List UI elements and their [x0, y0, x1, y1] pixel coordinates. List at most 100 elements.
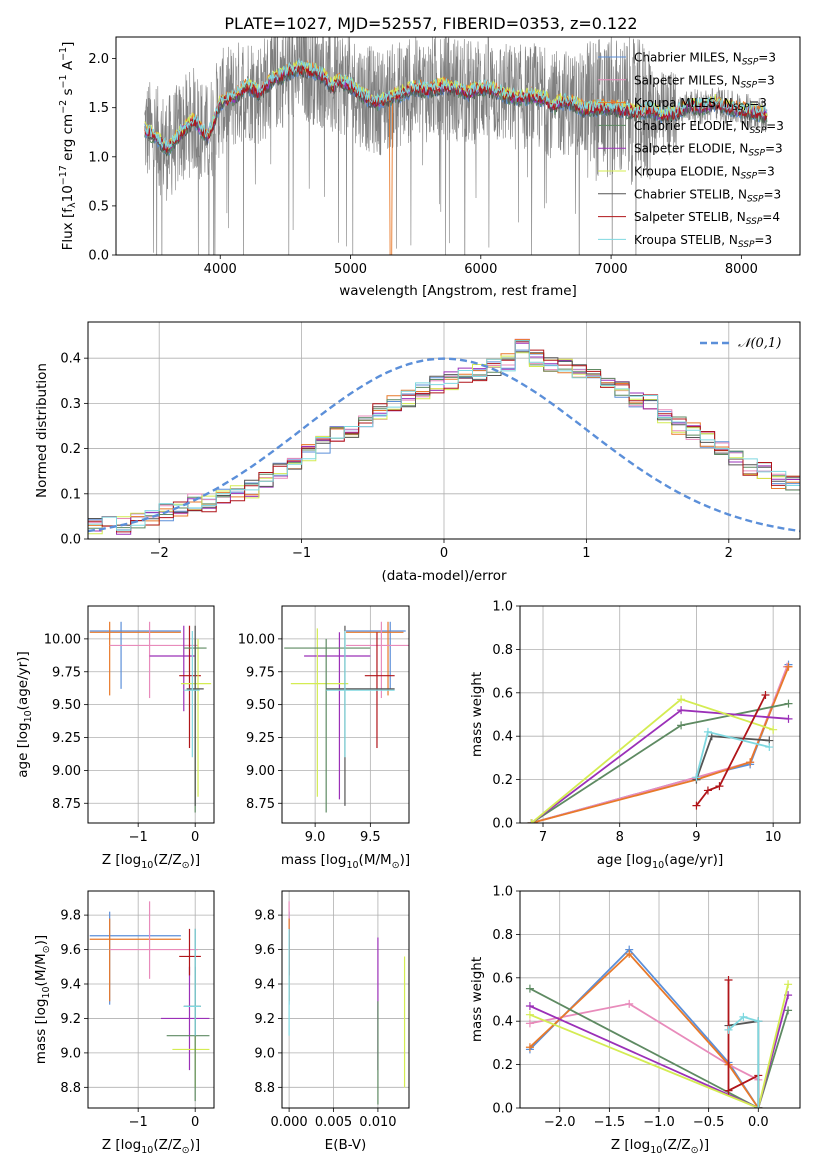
mass-weight-marker — [784, 1006, 793, 1015]
residuals-ytick-label: 0.3 — [60, 397, 81, 412]
mass_weight_vs_Z-ytick-label: 0.2 — [492, 1058, 513, 1073]
mass_vs_ebv-xtick-label: 0.005 — [315, 1115, 352, 1130]
mass_vs_Z-xlabel-part: )] — [190, 1137, 201, 1153]
legend-entry: Kroupa STELIB, NSSP=3 — [634, 233, 772, 250]
age_vs_mass-ytick-label: 9.25 — [246, 731, 275, 746]
residuals-xtick-label: −1 — [292, 546, 311, 561]
mass_weight_vs_Z-ytick-label: 0.4 — [492, 1015, 513, 1030]
mass_vs_Z-xlabel-part: (Z/Z — [153, 1137, 181, 1153]
age_vs_mass-ytick-label: 9.50 — [246, 698, 275, 713]
mass_vs_Z-ylabel-part: )] — [33, 935, 49, 946]
mass_weight_vs_age-ytick-label: 0.8 — [492, 643, 513, 658]
age_vs_mass-xlabel-part: ⊙ — [392, 860, 400, 871]
age_vs_mass-ytick-label: 9.00 — [246, 764, 275, 779]
spectrum-ylabel-part: erg cm — [60, 114, 76, 165]
mass_weight_vs_age-xlabel-part: age [log — [597, 852, 652, 868]
mass-weight-marker — [724, 975, 733, 984]
mass-weight-marker — [692, 801, 701, 810]
mass-weight-marker — [692, 773, 701, 782]
mass_vs_Z-frame — [87, 890, 215, 1109]
mass_weight_vs_Z-xlabel-part: (Z/Z — [662, 1137, 690, 1153]
legend-entry-sub: SSP — [748, 149, 765, 159]
mass-weight-line — [531, 664, 790, 823]
age_vs_Z-xlabel: Z [log10(Z/Z⊙)] — [102, 852, 200, 871]
mass_weight_vs_age-xtick-label: 10 — [765, 830, 782, 845]
mass-weight-marker — [625, 999, 634, 1008]
mass-weight-marker — [784, 980, 793, 989]
mass_vs_ebv-ytick-label: 9.8 — [254, 909, 275, 924]
mass-weight-marker — [525, 1002, 534, 1011]
residuals-ytick-label: 0.2 — [60, 442, 81, 457]
mass-weight-marker — [724, 1086, 733, 1095]
spectrum-ytick-label: 2.0 — [88, 52, 109, 67]
residuals-xtick-label: 2 — [725, 546, 733, 561]
spectrum-ylabel-part: s — [60, 88, 76, 99]
mass-weight-marker — [525, 984, 534, 993]
mass_weight_vs_Z-ytick-label: 0.0 — [492, 1102, 513, 1117]
age_vs_Z-ytick-label: 8.75 — [52, 797, 81, 812]
age_vs_Z-ylabel-part: 10 — [23, 710, 34, 722]
spectrum-xlabel: wavelength [Angstrom, rest frame] — [339, 283, 577, 299]
spectrum-xtick-label: 6000 — [464, 262, 497, 277]
mass-weight-line — [529, 984, 789, 1108]
spectrum-ylabel: Flux [fλ10−17 erg cm−2 s−1 A−1] — [58, 42, 78, 251]
legend-entry: Kroupa ELODIE, NSSP=3 — [634, 165, 775, 182]
mass_vs_ebv-xtick-label: 0.000 — [270, 1115, 307, 1130]
legend-entry-sub: SSP — [750, 126, 767, 136]
age_vs_Z-frame — [87, 605, 215, 824]
mass_weight_vs_age-axes: 7 8 9 10 0.0 0.2 0.4 0.6 0.8 1.0 — [492, 600, 800, 845]
spectrum-ytick-label: 0.5 — [88, 199, 109, 214]
mass_vs_ebv-ytick-label: 8.8 — [254, 1081, 275, 1096]
mass_weight_vs_Z-xlabel-part: )] — [699, 1137, 710, 1153]
mass_vs_Z-xlabel-part: Z [log — [102, 1137, 141, 1153]
mass_vs_Z-ylabel-part: ⊙ — [41, 945, 52, 953]
mass_vs_Z-axes: −1 0 8.8 9.0 9.2 9.4 9.6 9.8 — [60, 891, 214, 1130]
mass-weight-marker — [784, 714, 793, 723]
age_vs_Z-xlabel-part: ⊙ — [182, 860, 190, 871]
mass_weight_vs_Z-xtick-label: 0.0 — [748, 1115, 769, 1130]
mass-weight-line — [529, 994, 789, 1108]
legend-entry-sub: SSP — [747, 194, 764, 204]
residual-histogram-line — [88, 341, 800, 533]
mass_vs_Z-xlabel-part: ⊙ — [182, 1145, 190, 1156]
mass-weight-marker — [754, 1017, 763, 1026]
age_vs_Z-ytick-label: 9.00 — [52, 764, 81, 779]
residuals-xtick-label: 1 — [582, 546, 590, 561]
residuals-ytick-label: 0.0 — [60, 533, 81, 548]
mass_weight_vs_age-xlabel-part: (age/yr)] — [664, 852, 723, 868]
legend-entry-tail: =3 — [764, 187, 782, 201]
age_vs_Z-xtick-label: 0 — [191, 830, 199, 845]
mass-weight-line — [530, 698, 774, 823]
legend-entry-label: Salpeter STELIB, N — [634, 210, 746, 224]
mass-weight-marker — [527, 819, 536, 823]
mass-weight-marker — [784, 699, 793, 708]
mass-weight-marker — [746, 758, 755, 767]
mass_vs_Z-ytick-label: 9.4 — [60, 978, 81, 993]
spectrum-axes: 4000 5000 6000 7000 8000 0.0 0.5 1.0 1.5 2.0 — [88, 52, 758, 277]
spectrum-model-line — [144, 64, 768, 153]
mass-weight-line — [529, 952, 760, 1108]
mass_weight_vs_age-xtick-label: 7 — [539, 830, 547, 845]
legend-entry: Kroupa MILES, NSSP=3 — [634, 96, 767, 113]
mass-weight-marker — [739, 1012, 748, 1021]
spectrum-ylabel-part: A — [60, 60, 76, 74]
mass_vs_Z-ytick-label: 9.0 — [60, 1046, 81, 1061]
mass-weight-marker — [703, 727, 712, 736]
age_vs_Z-axes: −1 0 8.75 9.00 9.25 9.50 9.75 10.00 — [44, 606, 214, 845]
legend-entry-sub: SSP — [741, 172, 758, 182]
mass_weight_vs_Z-ytick-label: 0.8 — [492, 928, 513, 943]
mass_vs_Z-ylabel-part: 10 — [41, 986, 52, 998]
legend-entry: Salpeter STELIB, NSSP=4 — [634, 210, 780, 227]
legend-entry: Chabrier STELIB, NSSP=3 — [634, 187, 781, 204]
mass_vs_Z-xtick-label: 0 — [191, 1115, 199, 1130]
mass-weight-line — [531, 666, 790, 823]
age_vs_mass-ytick-label: 10.00 — [238, 632, 275, 647]
legend-entry: Chabrier ELODIE, NSSP=3 — [634, 119, 784, 136]
age_vs_Z-ytick-label: 9.75 — [52, 665, 81, 680]
residuals-frame — [87, 321, 801, 540]
mass-weight-line — [531, 666, 788, 823]
mass_vs_Z-xtick-label: −1 — [129, 1115, 148, 1130]
age_vs_mass-axes: 9.0 9.5 8.75 9.00 9.25 9.50 9.75 10.00 — [238, 606, 409, 845]
legend-entry-label: Kroupa ELODIE, N — [634, 165, 741, 179]
